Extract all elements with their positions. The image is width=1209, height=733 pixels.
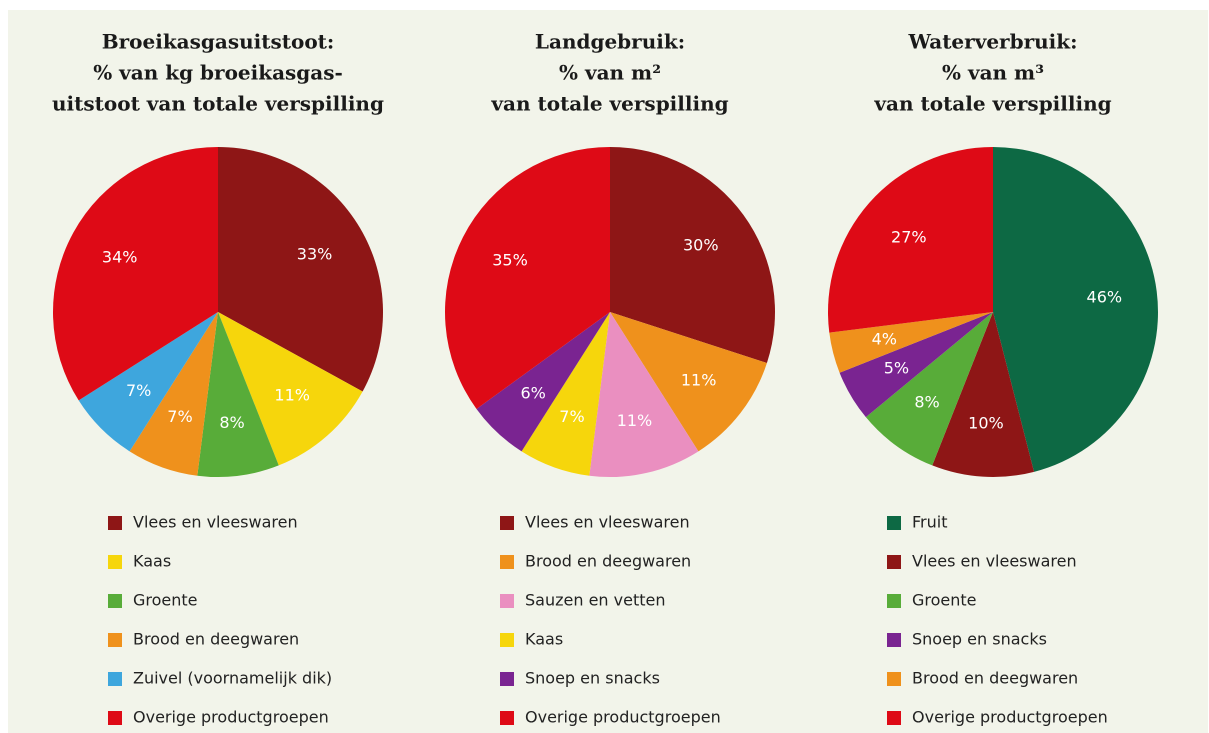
legend-swatch [108,672,122,686]
legend-swatch [108,711,122,725]
legend-swatch [500,711,514,725]
pie-slice [197,312,279,477]
pie-slice [521,312,610,476]
chart-title: Broeikasgasuitstoot: [102,30,335,54]
slice-label: 8% [219,413,244,432]
legend-swatch [887,555,901,569]
pie-slice [53,147,219,401]
legend-label: Vlees en vleeswaren [912,552,1077,571]
chart-title: van totale verspilling [873,92,1111,116]
legend-label: Kaas [525,630,563,649]
slice-label: 27% [891,227,927,246]
chart-title: Landgebruik: [535,30,685,54]
legend-label: Groente [912,591,977,610]
slice-label: 33% [297,244,333,263]
pie-slice [829,312,993,373]
slice-label: 11% [617,411,653,430]
legend-swatch [108,594,122,608]
pie-slice [993,147,1158,472]
pie-slice [610,147,775,363]
legend-swatch [887,516,901,530]
legend-swatch [108,633,122,647]
slice-label: 7% [559,407,584,426]
legend-label: Zuivel (voornamelijk dik) [133,669,332,688]
legend-label: Brood en deegwaren [133,630,299,649]
legend-label: Groente [133,591,198,610]
slice-label: 10% [968,413,1004,432]
slice-label: 35% [492,251,528,270]
chart-title: % van m² [559,61,661,85]
legend-label: Sauzen en vetten [525,591,665,610]
legend-swatch [500,672,514,686]
legend-swatch [500,555,514,569]
slice-label: 46% [1087,287,1123,306]
pie-slice [218,312,363,466]
legend-swatch [500,516,514,530]
pie-slice [129,312,218,476]
legend-label: Overige productgroepen [133,708,329,727]
slice-label: 30% [683,236,719,255]
pie-slice [78,312,219,452]
slice-label: 5% [884,359,909,378]
slice-label: 11% [274,386,310,405]
chart-title: van totale verspilling [490,92,728,116]
chart-title: Waterverbruik: [908,30,1078,54]
legend-swatch [887,672,901,686]
legend-label: Brood en deegwaren [912,669,1078,688]
slice-label: 11% [681,370,717,389]
pie-slice [589,312,699,477]
slice-label: 34% [102,247,138,266]
legend-label: Kaas [133,552,171,571]
legend-swatch [108,555,122,569]
legend-swatch [108,516,122,530]
pie-slice [444,147,610,409]
legend-swatch [887,711,901,725]
pie-slice [932,312,1035,477]
legend-label: Overige productgroepen [912,708,1108,727]
legend-label: Snoep en snacks [912,630,1047,649]
pie-slice [610,312,767,452]
legend-label: Vlees en vleeswaren [133,513,298,532]
legend-swatch [887,594,901,608]
slice-label: 8% [914,392,939,411]
chart-title: % van m³ [942,61,1044,85]
pie-slice [828,147,993,333]
legend-label: Snoep en snacks [525,669,660,688]
legend-swatch [500,594,514,608]
chart-title: % van kg broeikasgas- [93,61,343,85]
legend-swatch [500,633,514,647]
legend-label: Vlees en vleeswaren [525,513,690,532]
pie-slice [839,312,993,418]
slice-label: 6% [520,383,545,402]
legend-label: Fruit [912,513,947,532]
pie-slice [476,312,610,452]
slice-label: 7% [167,407,192,426]
slice-label: 4% [872,329,897,348]
slice-label: 7% [126,381,151,400]
pie-slice [218,147,383,392]
pie-slice [865,312,993,466]
chart-title: uitstoot van totale verspilling [52,92,384,116]
legend-label: Brood en deegwaren [525,552,691,571]
legend-swatch [887,633,901,647]
legend-label: Overige productgroepen [525,708,721,727]
